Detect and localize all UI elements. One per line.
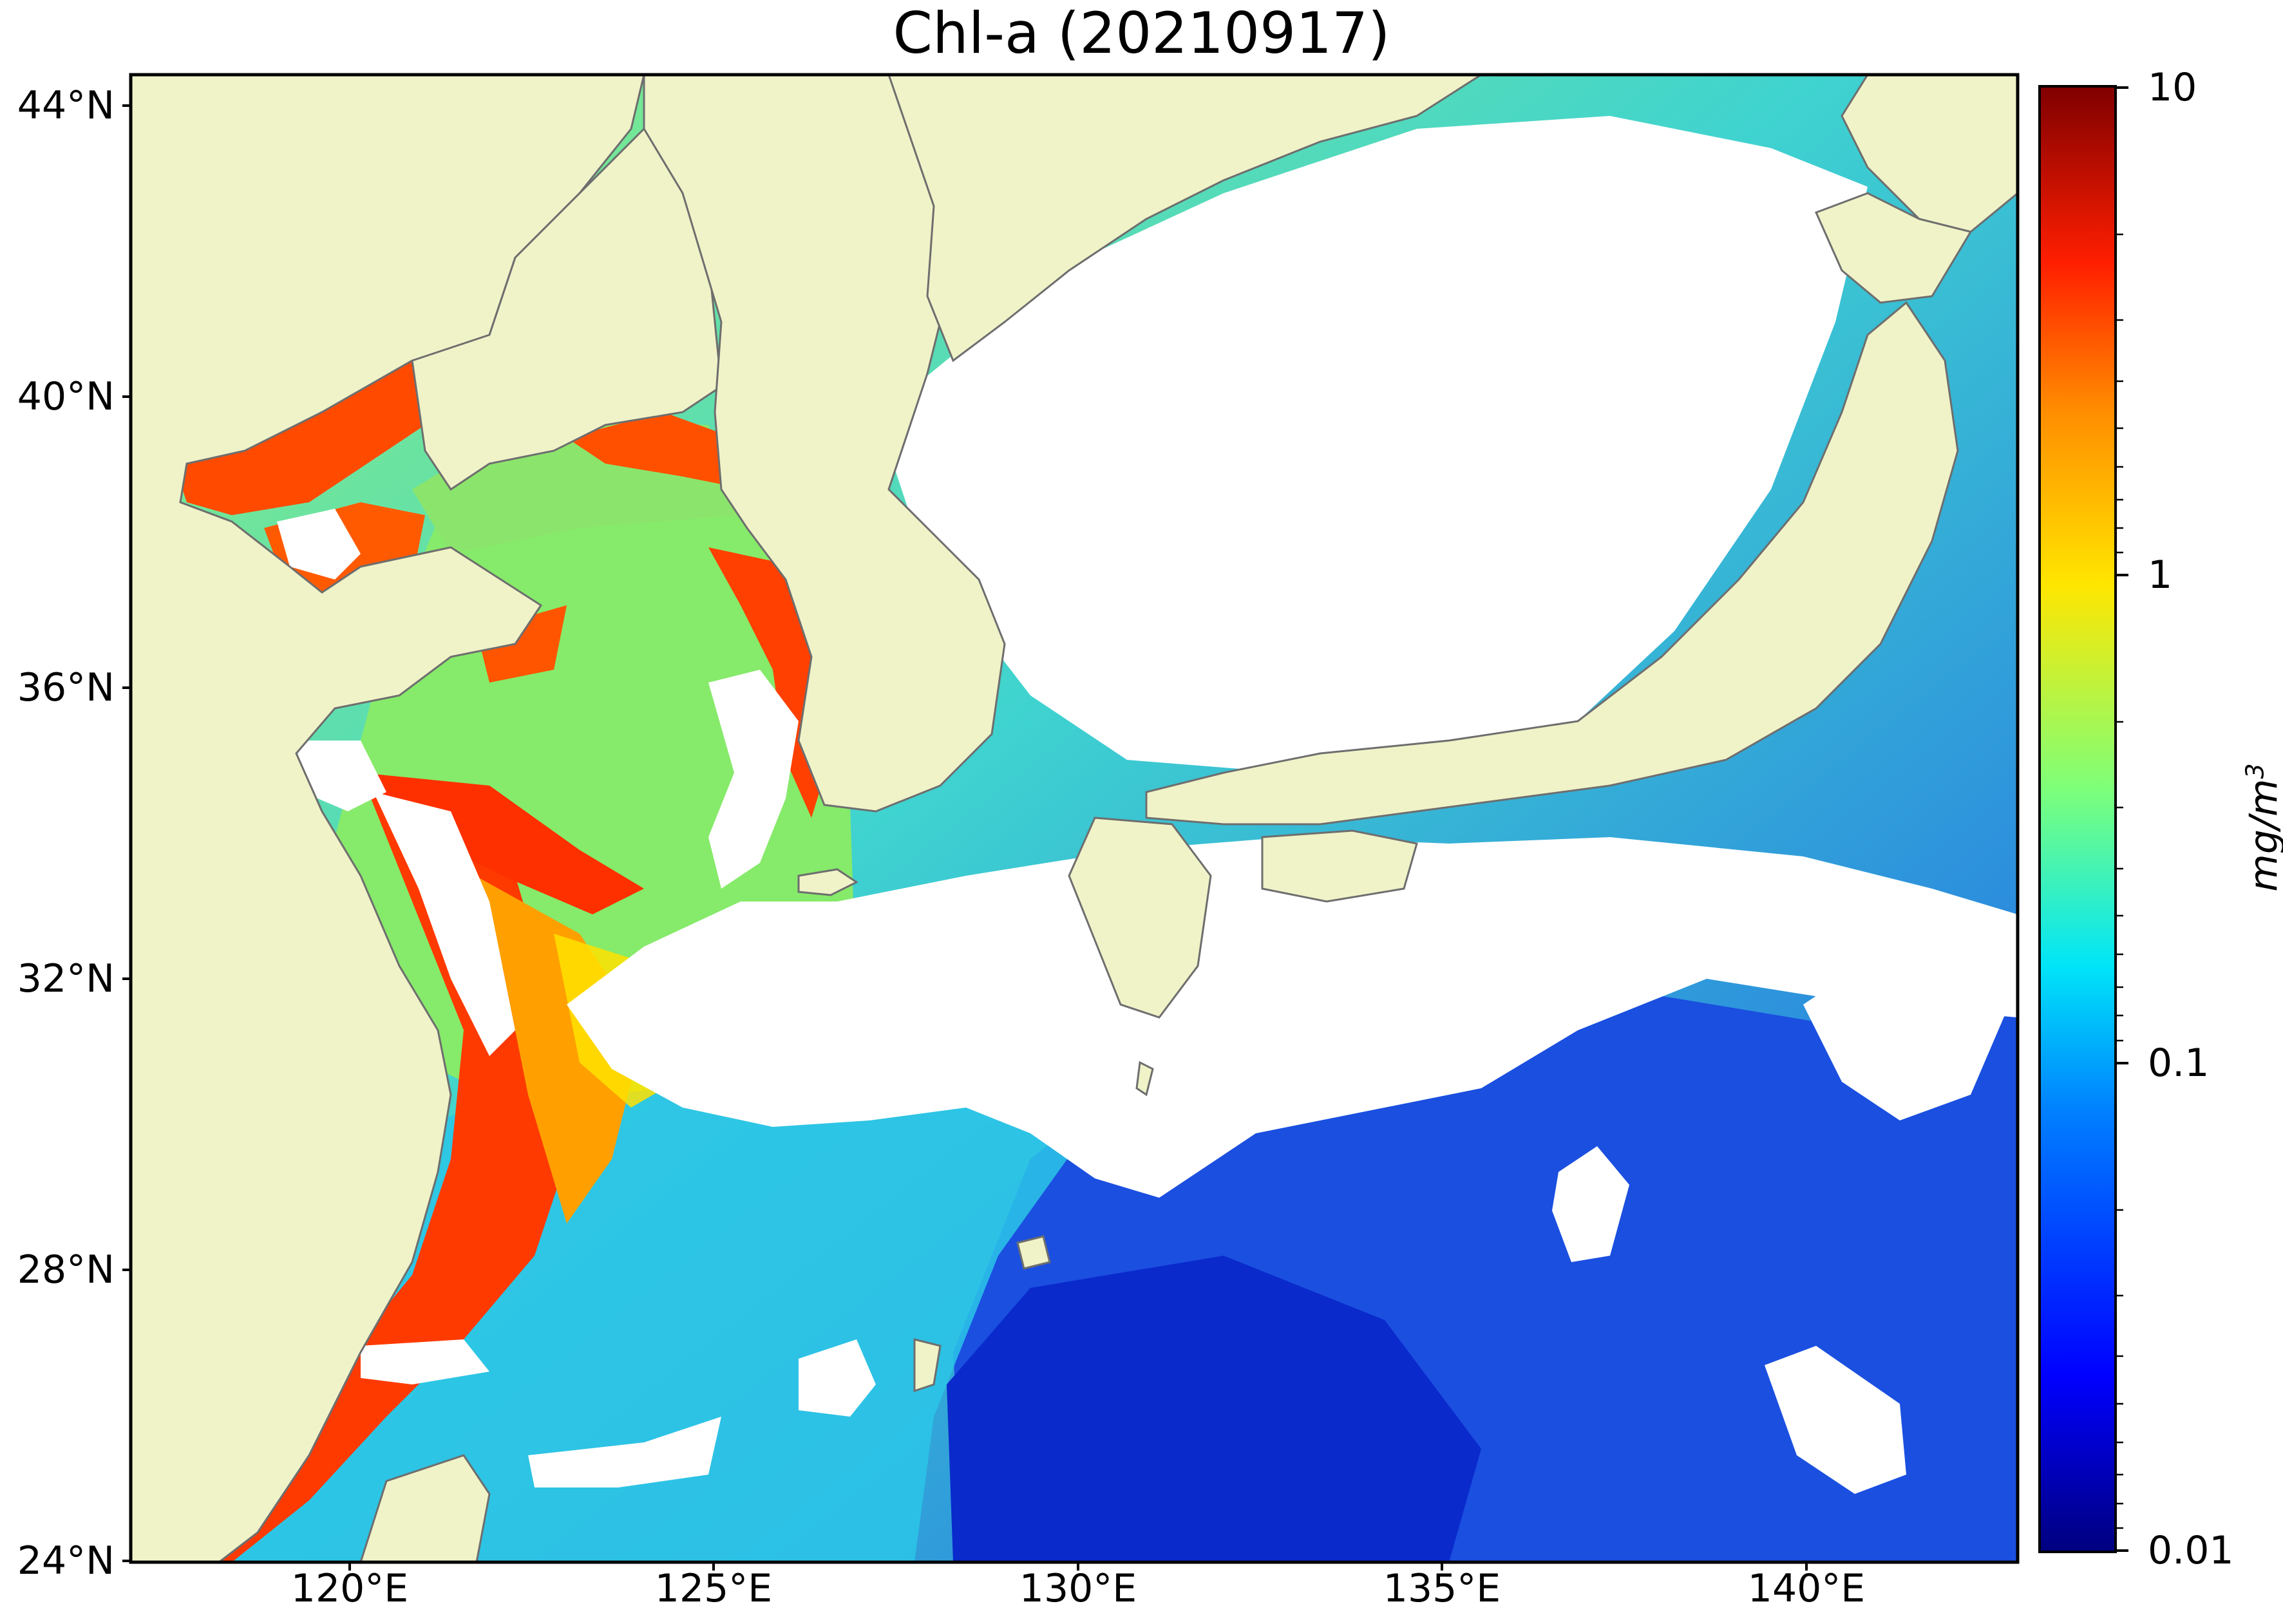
ryukyu-amami (1016, 1235, 1051, 1270)
lat-label-28n: 28°N (17, 1247, 115, 1292)
cloud-cell-5 (361, 1339, 489, 1384)
cloud-sea-of-japan (889, 116, 1868, 773)
tanegashima (1135, 1061, 1154, 1097)
lon-label-125e: 125°E (654, 1566, 773, 1611)
honshu-land (1145, 301, 1959, 826)
map-frame (129, 73, 2020, 1564)
cloud-bohai (277, 509, 361, 580)
lon-label-130e: 130°E (1019, 1566, 1137, 1611)
land (131, 75, 2018, 1562)
colorbar-tick-0-1: 0.1 (2148, 1041, 2210, 1086)
lat-label-24n: 24°N (17, 1538, 115, 1583)
cloud-cell-3 (799, 1339, 876, 1417)
lon-label-140e: 140°E (1747, 1566, 1866, 1611)
colorbar-unit-label: mg/m3 (2241, 763, 2283, 891)
jeju-island (797, 868, 858, 896)
colorbar (2038, 85, 2117, 1553)
colorbar-minor-ticks (2116, 233, 2123, 1529)
kyushu-land (1068, 817, 1212, 1019)
cloud-east-pacific (1803, 940, 2009, 1120)
cloud-jiangsu-coast (374, 792, 515, 1056)
bohai-high-chl (174, 348, 489, 515)
colorbar-tick-10: 10 (2148, 65, 2197, 110)
cloud-cell-2 (1765, 1346, 1906, 1494)
cloud-cell-4 (528, 1417, 721, 1487)
map-title: Chl-a (20210917) (893, 0, 1390, 66)
shikoku-land (1261, 829, 1418, 903)
lat-label-40n: 40°N (17, 374, 115, 419)
taiwan-land (359, 1454, 491, 1562)
colorbar-tick-1: 1 (2148, 552, 2173, 598)
axis-ticks (122, 104, 1808, 1571)
cloud-yellow-sea-swirl (708, 670, 799, 889)
cloud-east-china-sea (567, 837, 2018, 1198)
map-area (131, 75, 2018, 1562)
lon-label-120e: 120°E (290, 1566, 409, 1611)
lat-label-32n: 32°N (17, 956, 115, 1001)
yangtze-plume-orange (464, 869, 644, 1223)
cloud-cell-1 (1552, 1146, 1629, 1262)
lowest-chlorophyll-region (947, 1256, 1481, 1562)
lat-label-44n: 44°N (17, 83, 115, 128)
unit-text: mg/m (2241, 779, 2283, 892)
hokkaido-land (1814, 192, 1973, 304)
ryukyu-okinawa (913, 1338, 942, 1393)
russia-land (887, 75, 1483, 363)
colorbar-ticks (2116, 86, 2128, 1552)
korea-land (643, 75, 1006, 813)
lat-label-36n: 36°N (17, 665, 115, 710)
liaodong-high-chl (567, 412, 747, 489)
lon-label-135e: 135°E (1383, 1566, 1501, 1611)
colorbar-tick-0-01: 0.01 (2148, 1528, 2234, 1573)
cloud-jiangsu-west (296, 741, 386, 811)
unit-superscript: 3 (2240, 763, 2269, 779)
